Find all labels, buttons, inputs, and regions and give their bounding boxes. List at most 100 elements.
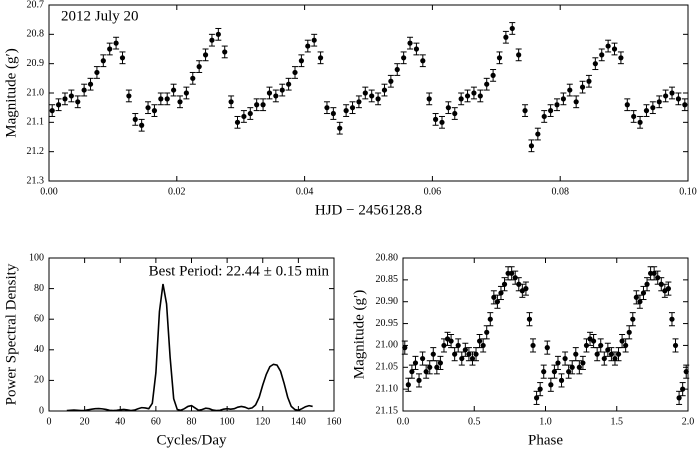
y-tick-label: 20.95	[376, 318, 399, 329]
data-point	[471, 90, 477, 96]
data-point	[618, 55, 624, 61]
data-point	[405, 382, 411, 388]
data-point	[490, 72, 496, 78]
data-point	[651, 270, 657, 276]
data-point	[430, 351, 436, 357]
data-point	[522, 108, 528, 114]
x-tick-label: 0.06	[424, 186, 442, 197]
data-point	[512, 275, 518, 281]
data-point	[409, 369, 415, 375]
data-point	[420, 58, 426, 64]
data-point	[202, 52, 209, 58]
data-point	[528, 143, 535, 149]
data-point	[573, 351, 579, 357]
data-point	[523, 286, 529, 292]
data-point	[279, 87, 285, 93]
data-point	[241, 113, 247, 120]
data-point	[683, 369, 689, 375]
x-tick-label: 140	[291, 416, 306, 427]
data-point	[151, 108, 158, 114]
data-point	[615, 351, 622, 357]
data-point	[107, 46, 113, 52]
y-tick-label: 20.9	[27, 58, 45, 69]
data-point	[119, 55, 126, 61]
data-point	[445, 105, 451, 111]
data-point	[650, 105, 656, 111]
data-point	[669, 90, 675, 96]
data-point	[535, 131, 541, 137]
data-point	[655, 275, 661, 281]
data-point	[62, 96, 68, 102]
y-tick-label: 21.3	[27, 175, 45, 186]
data-point	[633, 294, 639, 300]
data-point	[190, 75, 196, 81]
data-point	[247, 110, 253, 117]
data-point	[586, 78, 592, 84]
data-point	[464, 93, 471, 99]
data-point	[413, 46, 420, 52]
data-point	[381, 87, 388, 93]
data-point	[516, 52, 522, 58]
data-point	[145, 105, 151, 111]
data-point	[637, 299, 643, 305]
data-point	[94, 69, 100, 76]
y-tick-label: 21.00	[376, 340, 399, 351]
x-tick-label: 120	[255, 416, 270, 427]
data-point	[555, 360, 561, 366]
data-point	[623, 342, 629, 349]
data-point	[402, 345, 408, 351]
data-point	[222, 49, 228, 55]
data-point	[298, 58, 305, 64]
data-point	[441, 342, 447, 349]
data-point	[530, 342, 536, 349]
data-point	[676, 395, 682, 401]
data-point	[484, 81, 490, 87]
data-point	[544, 345, 550, 351]
panel: 0.0 0.5 1.0 1.5 2.0 20.80 20.85 20.90 20.95 21.00…	[351, 252, 694, 448]
x-tick-label: 40	[115, 416, 125, 427]
data-point	[459, 355, 465, 362]
data-point	[126, 93, 132, 99]
data-point	[560, 96, 566, 102]
data-point	[317, 55, 324, 61]
data-point	[663, 93, 669, 99]
data-point	[139, 122, 145, 128]
annotation: Best Period: 22.44 ± 0.15 min	[149, 263, 330, 279]
y-tick-label: 21.1	[27, 117, 45, 128]
x-tick-label: 0.0	[397, 416, 410, 427]
data-point	[343, 108, 349, 114]
data-point	[658, 281, 664, 287]
data-point	[419, 355, 426, 362]
x-tick-label: 60	[151, 416, 161, 427]
data-point	[437, 360, 444, 366]
data-point	[484, 329, 490, 335]
data-point	[669, 316, 675, 322]
y-tick-label: 60	[34, 313, 44, 324]
data-point	[526, 316, 533, 322]
y-tick-label: 20.7	[27, 0, 45, 10]
y-tick-label: 20.80	[376, 252, 399, 263]
data-point	[573, 99, 579, 105]
x-tick-label: 0.10	[679, 186, 697, 197]
x-tick-label: 2.0	[682, 416, 695, 427]
data-point	[439, 119, 445, 125]
data-point	[324, 105, 330, 111]
data-point	[55, 102, 62, 108]
data-point	[608, 351, 615, 357]
data-point	[177, 99, 183, 105]
data-point	[375, 96, 381, 102]
data-point	[196, 64, 202, 70]
x-tick-label: 0.02	[168, 186, 186, 197]
data-point	[567, 87, 573, 93]
data-point	[640, 290, 647, 296]
y-tick-label: 21.2	[27, 146, 45, 157]
x-axis-label: HJD − 2456128.8	[315, 202, 422, 218]
data-point	[579, 84, 586, 90]
data-point	[682, 102, 688, 108]
y-tick-label: 21.05	[376, 362, 399, 373]
data-point	[369, 93, 375, 99]
panel: 0 20 40 60 80 100 120 140 160 0 20 40 60 80 100 Cycles/…	[3, 252, 341, 448]
data-point	[356, 99, 362, 105]
data-point	[362, 90, 368, 96]
data-point	[75, 99, 81, 105]
